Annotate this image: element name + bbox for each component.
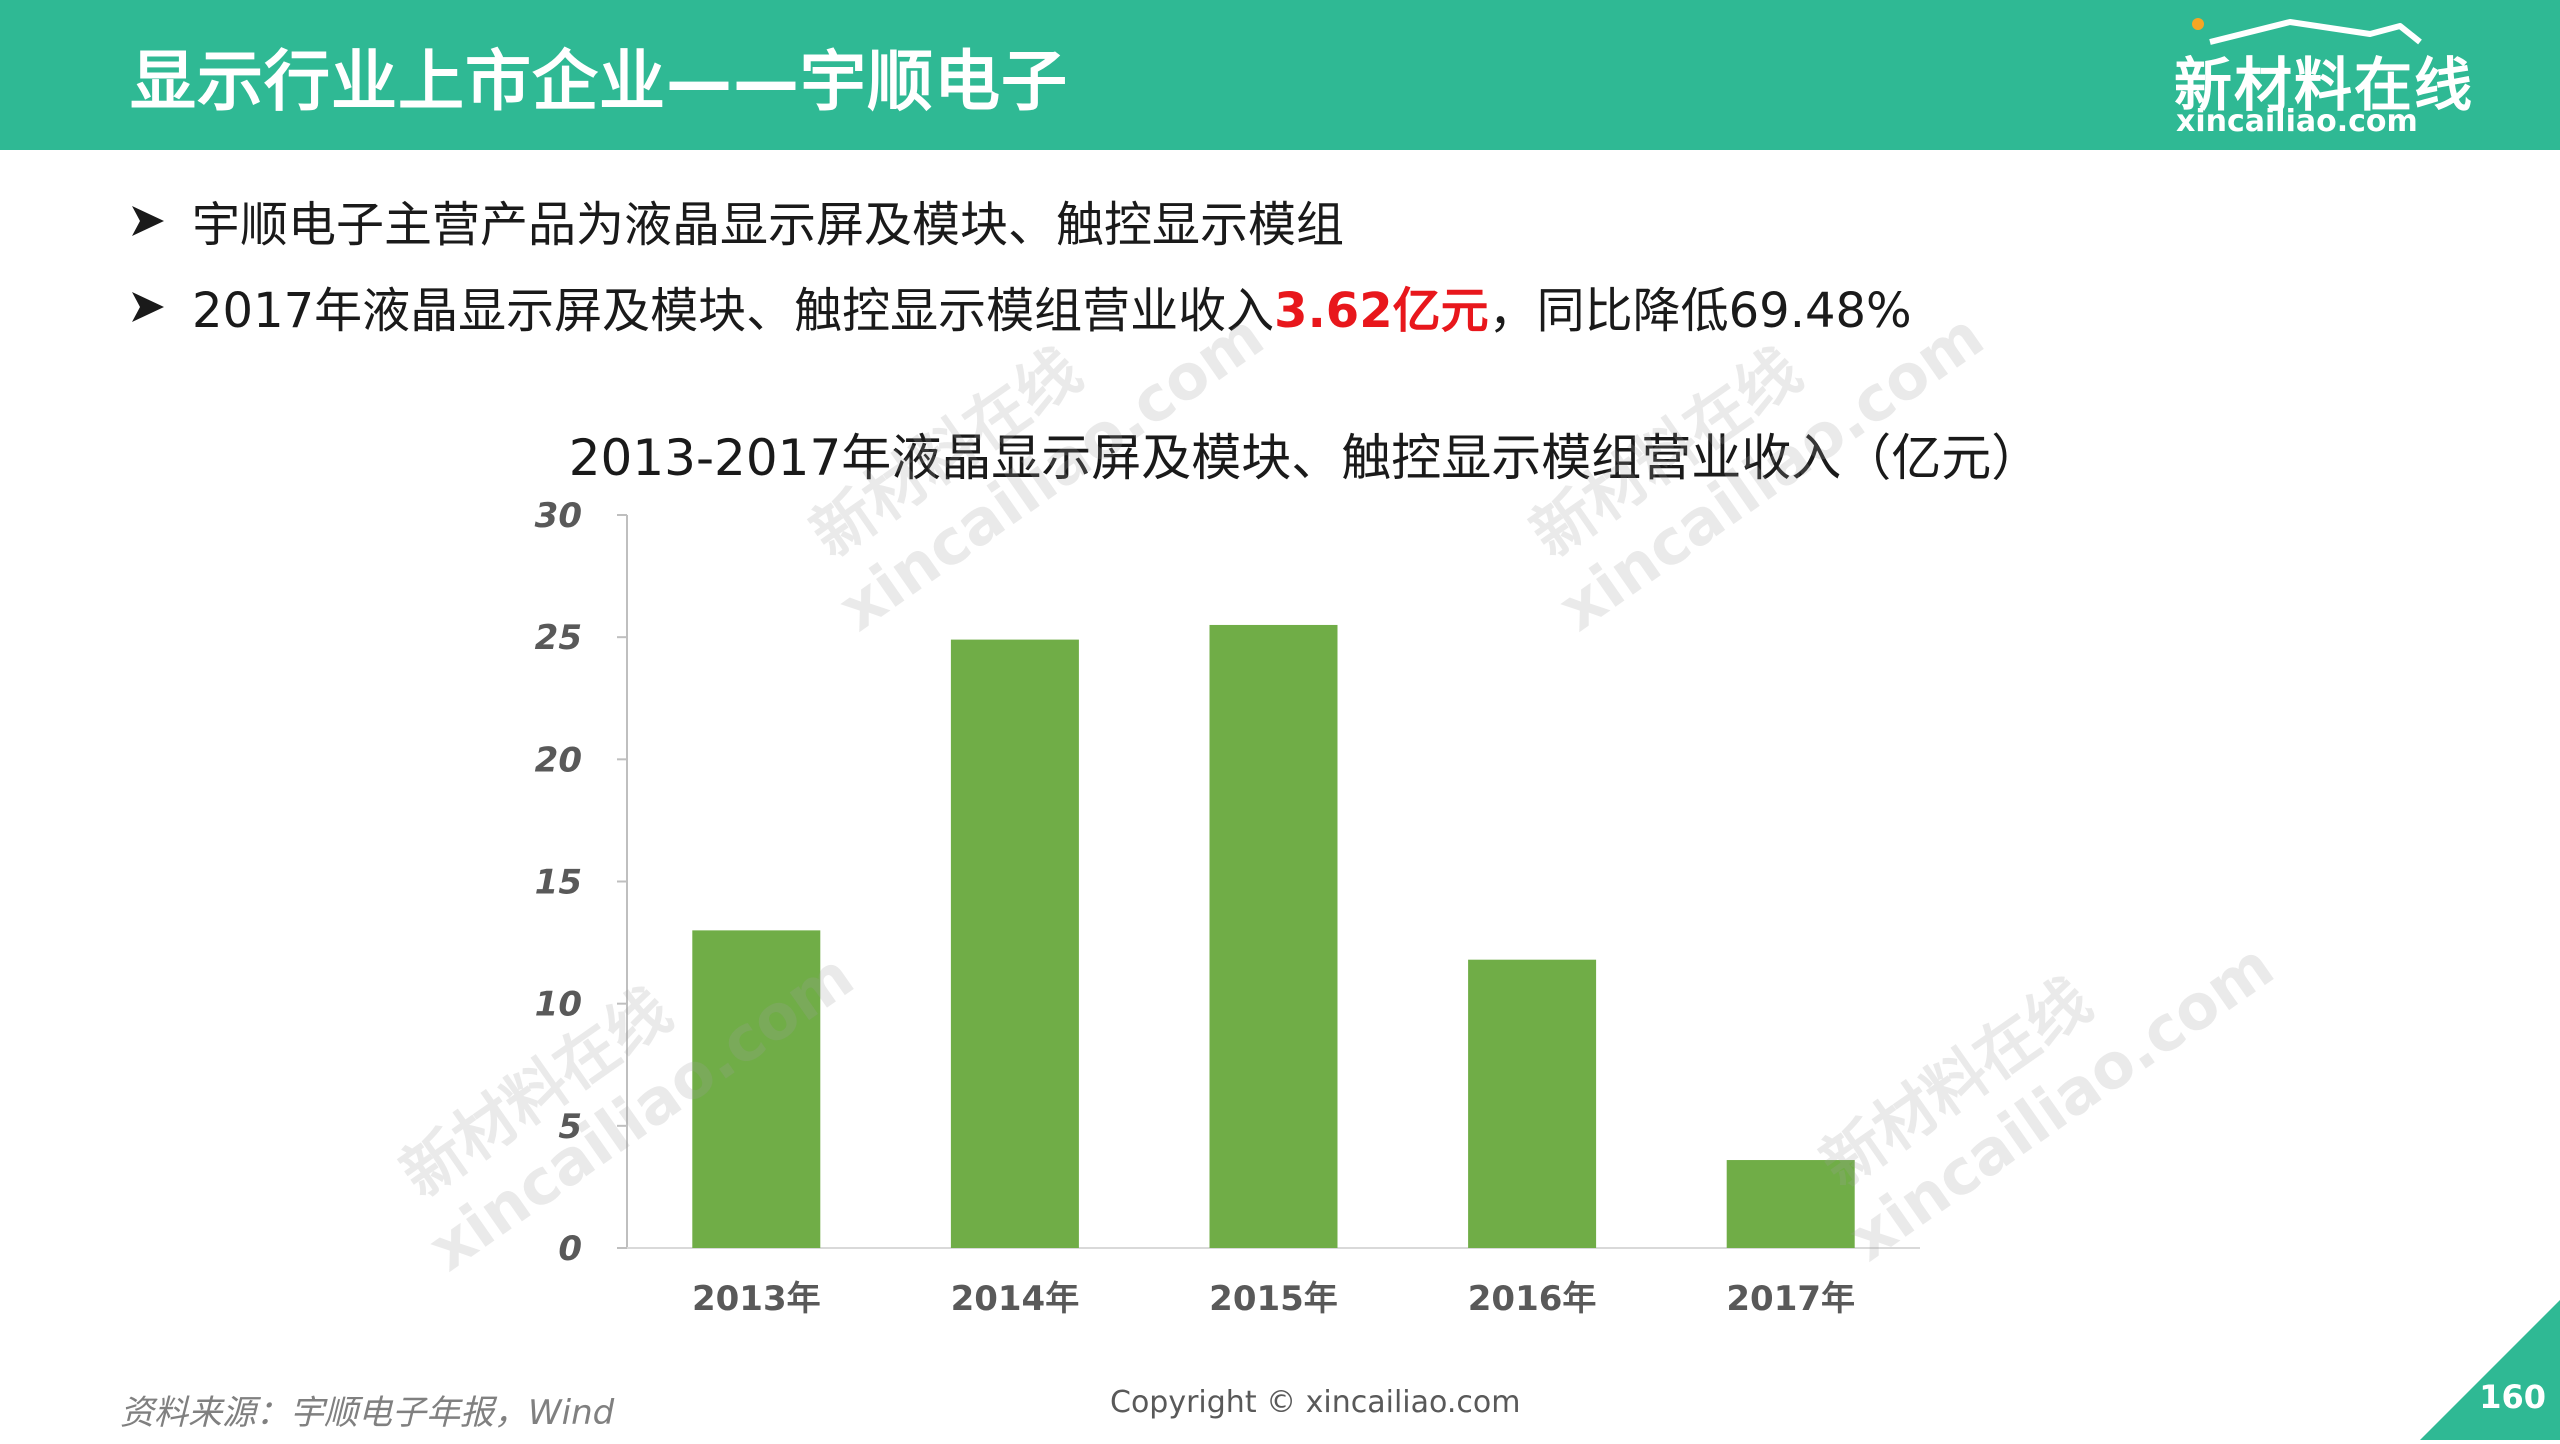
chart-bars	[692, 624, 1855, 1248]
x-tick-label: 2014年	[951, 1279, 1080, 1319]
corner-triangle-icon	[2420, 1300, 2560, 1440]
y-tick-label: 5	[558, 1107, 582, 1147]
y-tick-labels: 0 5 10 15 20 25 30	[535, 496, 582, 1269]
x-tick-labels: 2013年 2014年 2015年 2016年 2017年	[692, 1279, 1855, 1319]
header-bar: 显示行业上市企业——宇顺电子 新材料在线 xincailiao.com	[0, 0, 2560, 150]
y-tick-label: 15	[535, 863, 582, 903]
arrow-bullet-icon	[132, 206, 164, 236]
logo-text: 新材料在线	[2174, 51, 2475, 119]
y-tick-label: 0	[558, 1229, 582, 1269]
y-tick-label: 20	[535, 740, 582, 780]
bullet-suffix: ，同比降低69.48%	[1488, 283, 1912, 339]
x-tick-label: 2017年	[1726, 1279, 1855, 1319]
bar-2013年	[692, 930, 821, 1248]
bar-2015年	[1209, 624, 1338, 1248]
bar-2017年	[1726, 1160, 1855, 1248]
arrow-bullet-icon	[132, 292, 164, 322]
bar-2016年	[1468, 959, 1597, 1248]
source-note: 资料来源：宇顺电子年报，Wind	[120, 1393, 615, 1433]
x-tick-label: 2015年	[1209, 1279, 1338, 1319]
page-number: 160	[2479, 1378, 2546, 1416]
page-title: 显示行业上市企业——宇顺电子	[130, 43, 1068, 120]
x-tick-label: 2013年	[692, 1279, 821, 1319]
x-tick-label: 2016年	[1468, 1279, 1597, 1319]
bullet-text: 2017年液晶显示屏及模块、触控显示模组营业收入3.62亿元，同比降低69.48…	[192, 271, 1912, 341]
y-tick-label: 30	[535, 496, 582, 536]
y-tick-label: 10	[535, 985, 582, 1025]
logo-roof-icon	[2192, 18, 2422, 45]
bullet-text: 宇顺电子主营产品为液晶显示屏及模块、触控显示模组	[192, 197, 1345, 253]
y-tick-label: 25	[535, 618, 582, 658]
bullet-prefix: 2017年液晶显示屏及模块、触控显示模组营业收入	[192, 283, 1275, 339]
page-number-badge: 160	[2420, 1300, 2560, 1440]
copyright: Copyright © xincailiao.com	[1110, 1385, 1521, 1420]
highlight-value: 3.62亿元	[1274, 283, 1489, 339]
brand-logo[interactable]: 新材料在线 xincailiao.com	[2170, 12, 2472, 139]
logo-url: xincailiao.com	[2176, 104, 2418, 139]
chart-title: 2013-2017年液晶显示屏及模块、触控显示模组营业收入（亿元）	[569, 429, 2042, 487]
bar-2014年	[950, 639, 1079, 1248]
